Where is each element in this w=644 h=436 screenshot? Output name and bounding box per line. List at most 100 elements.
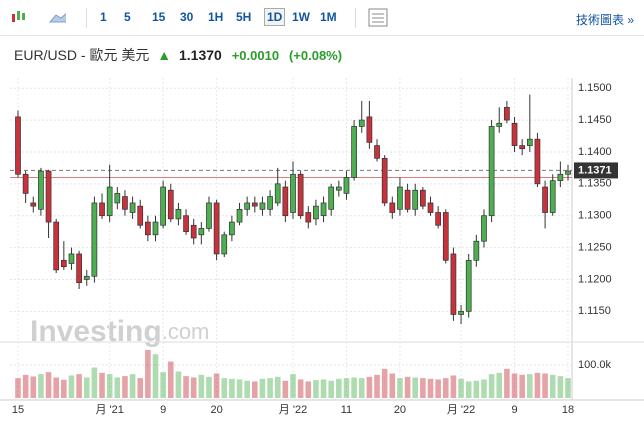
volume-bar	[542, 373, 548, 398]
interval-button[interactable]: 15	[152, 10, 166, 24]
interval-button[interactable]: 1H	[208, 10, 224, 24]
candle-body	[328, 186, 335, 210]
volume-bar	[252, 381, 258, 398]
volume-bar	[267, 378, 273, 398]
volume-bar	[259, 378, 266, 398]
candle-body	[412, 189, 419, 210]
volume-bar	[122, 376, 128, 398]
volume-tick-label: 100.0k	[578, 359, 612, 371]
interval-button[interactable]: 30	[180, 10, 194, 24]
candle-body	[320, 202, 327, 217]
volume-bar	[557, 376, 564, 398]
candle-body	[183, 215, 189, 232]
candle-body	[305, 212, 312, 223]
candle-body	[160, 186, 166, 226]
volume-bar	[397, 378, 403, 398]
candle-body	[83, 275, 90, 280]
x-tick-label: 9	[160, 404, 166, 416]
y-tick-label: 1.1350	[578, 178, 612, 190]
quote-header: EUR/USD - 歐元 美元 ▲ 1.1370 +0.0010 (+0.08%…	[14, 45, 342, 65]
volume-bar	[91, 367, 98, 398]
y-tick-label: 1.1300	[578, 210, 612, 222]
volume-bar	[313, 380, 319, 398]
candle-body	[397, 186, 403, 210]
candle-body	[526, 138, 533, 146]
volume-bar	[114, 377, 121, 398]
volume-bar	[160, 372, 166, 398]
x-tick-label: 11	[341, 404, 352, 416]
candle-body	[38, 170, 44, 210]
x-tick-label: 20	[210, 404, 222, 416]
up-arrow: ▲	[157, 47, 172, 63]
candle-body	[488, 126, 495, 217]
candle-body	[534, 138, 541, 185]
interval-button[interactable]: 1D	[264, 8, 286, 26]
volume-bar	[366, 376, 373, 398]
volume-bar	[343, 378, 350, 398]
volume-bar	[465, 381, 472, 398]
volume-bar	[221, 378, 228, 398]
candle-body	[236, 208, 243, 223]
candle-body	[343, 177, 350, 194]
volume-bar	[206, 376, 212, 398]
candle-body	[274, 183, 281, 204]
volume-bar	[129, 374, 136, 398]
candle-body	[297, 173, 304, 217]
candle-body	[76, 253, 82, 283]
tech-chart-link[interactable]: 技術圖表 »	[575, 13, 634, 27]
volume-bar	[481, 379, 487, 398]
interval-button[interactable]: 5H	[236, 10, 252, 24]
volume-bar	[565, 378, 571, 398]
volume-bar	[145, 349, 151, 398]
candle-body	[45, 170, 52, 223]
candle-body	[30, 202, 37, 207]
change: +0.0010	[231, 48, 280, 63]
volume-bar	[496, 372, 503, 398]
x-tick-label: 18	[562, 404, 574, 416]
volume-bar	[297, 379, 304, 398]
y-tick-label: 1.1150	[578, 305, 611, 317]
volume-bar	[450, 375, 457, 398]
y-tick-label: 1.1250	[578, 241, 612, 253]
volume-bar	[244, 380, 250, 398]
candle-body	[465, 259, 472, 312]
volume-bar	[458, 378, 464, 398]
candle-body	[229, 221, 235, 236]
interval-button[interactable]: 1W	[292, 10, 310, 24]
x-tick-label: 月 '21	[95, 404, 123, 416]
candle-body	[335, 186, 342, 191]
candle-body	[213, 202, 220, 255]
candle-body	[129, 202, 136, 213]
volume-bar	[229, 378, 235, 398]
settings-icon[interactable]	[368, 8, 390, 28]
candle-body	[53, 221, 60, 271]
instrument-title: EUR/USD - 歐元 美元	[14, 47, 150, 63]
chart-type-icons[interactable]	[6, 0, 66, 36]
candle-body	[404, 189, 411, 210]
volume-bar	[519, 374, 525, 398]
candle-body	[145, 221, 151, 236]
x-tick-label: 月 '22	[447, 404, 475, 416]
volume-bar	[213, 373, 220, 398]
candle-body	[511, 122, 518, 146]
candle-body	[496, 122, 503, 127]
candle-body	[565, 170, 571, 175]
interval-button[interactable]: 1M	[320, 10, 337, 24]
volume-bar	[274, 376, 281, 398]
volume-bar	[549, 374, 556, 398]
candle-body	[420, 189, 426, 207]
interval-button[interactable]: 5	[124, 10, 131, 24]
volume-bar	[305, 381, 312, 398]
interval-button[interactable]: 1	[100, 10, 107, 24]
candle-body	[557, 173, 564, 181]
candle-body	[442, 212, 449, 261]
y-tick-label: 1.1500	[578, 82, 612, 94]
candle-body	[221, 234, 228, 255]
volume-bar	[106, 374, 113, 398]
candle-body	[481, 215, 487, 242]
volume-bar	[389, 373, 396, 398]
candle-body	[122, 196, 128, 210]
candle-body	[60, 259, 67, 268]
candle-body	[389, 202, 396, 213]
